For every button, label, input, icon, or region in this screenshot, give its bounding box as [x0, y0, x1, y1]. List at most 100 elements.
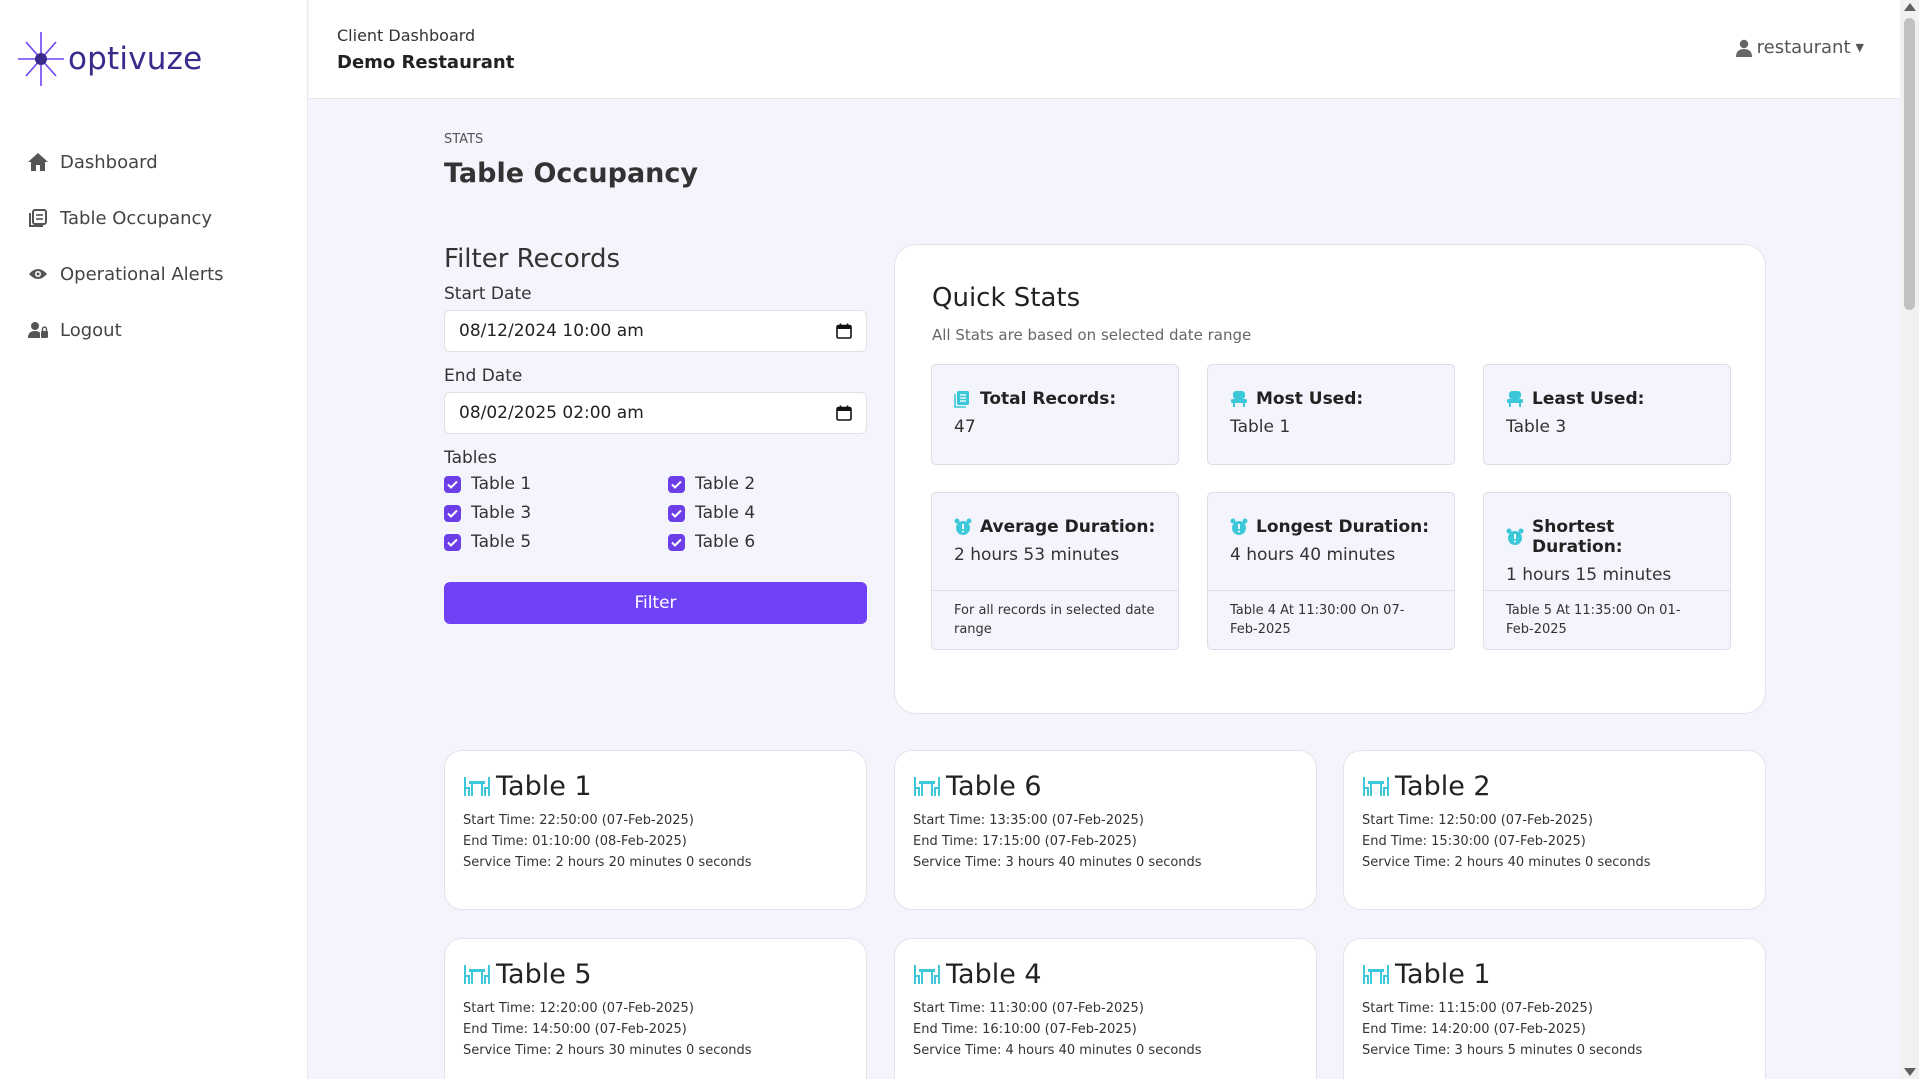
logo[interactable]: optivuze [18, 30, 202, 88]
checkbox-checked-icon[interactable] [668, 504, 685, 522]
record-end-time: End Time: 01:10:00 (08-Feb-2025) [463, 834, 687, 849]
end-date-label: End Date [444, 366, 523, 386]
calendar-icon[interactable] [836, 323, 852, 339]
table-checkbox-3[interactable]: Table 3 [444, 503, 668, 523]
record-start-time: Start Time: 11:30:00 (07-Feb-2025) [913, 1001, 1144, 1016]
user-icon [1735, 39, 1752, 57]
dining-table-icon [1362, 963, 1390, 987]
checkbox-label: Table 3 [471, 503, 532, 523]
record-start-time: Start Time: 22:50:00 (07-Feb-2025) [463, 813, 694, 828]
checkbox-label: Table 4 [695, 503, 756, 523]
record-service-time: Service Time: 3 hours 40 minutes 0 secon… [913, 855, 1202, 870]
list-icon [954, 390, 972, 408]
scrollbar-thumb[interactable] [1904, 18, 1915, 310]
scroll-up-arrow-icon[interactable] [1904, 3, 1916, 11]
record-service-time: Service Time: 4 hours 40 minutes 0 secon… [913, 1043, 1202, 1058]
record-end-time: End Time: 14:50:00 (07-Feb-2025) [463, 1022, 687, 1037]
dining-table-icon [1362, 775, 1390, 799]
record-card: Table 5 Start Time: 12:20:00 (07-Feb-202… [444, 938, 867, 1079]
table-checkbox-6[interactable]: Table 6 [668, 532, 867, 552]
chair-icon [1230, 390, 1248, 408]
chair-icon [1506, 390, 1524, 408]
filter-panel: Filter Records Start Date 08/12/2024 10:… [444, 244, 867, 624]
user-menu[interactable]: restaurant ▼ [1735, 37, 1864, 58]
sidebar-item-dashboard[interactable]: Dashboard [26, 134, 224, 190]
page-title: Table Occupancy [444, 158, 699, 189]
table-list-icon [26, 206, 50, 230]
checkbox-checked-icon[interactable] [668, 475, 685, 493]
stat-footer: Table 4 At 11:30:00 On 07-Feb-2025 [1208, 590, 1454, 649]
scroll-down-arrow-icon[interactable] [1904, 1068, 1916, 1076]
record-table-name: Table 4 [946, 959, 1042, 990]
eye-icon [26, 262, 50, 286]
start-date-label: Start Date [444, 284, 532, 304]
record-table-name: Table 1 [496, 771, 592, 802]
record-end-time: End Time: 16:10:00 (07-Feb-2025) [913, 1022, 1137, 1037]
filter-heading: Filter Records [444, 244, 621, 274]
stat-label: Total Records: [980, 389, 1117, 409]
record-card: Table 4 Start Time: 11:30:00 (07-Feb-202… [894, 938, 1317, 1079]
checkbox-label: Table 6 [695, 532, 756, 552]
start-date-input[interactable]: 08/12/2024 10:00 am [444, 310, 867, 352]
dining-table-icon [913, 963, 941, 987]
record-table-name: Table 6 [946, 771, 1042, 802]
record-end-time: End Time: 14:20:00 (07-Feb-2025) [1362, 1022, 1586, 1037]
stat-label: Longest Duration: [1256, 517, 1430, 537]
record-table-name: Table 2 [1395, 771, 1491, 802]
checkbox-checked-icon[interactable] [668, 533, 685, 551]
calendar-icon[interactable] [836, 405, 852, 421]
table-checkbox-5[interactable]: Table 5 [444, 532, 668, 552]
checkbox-label: Table 5 [471, 532, 532, 552]
record-start-time: Start Time: 12:20:00 (07-Feb-2025) [463, 1001, 694, 1016]
quick-stats-heading: Quick Stats [932, 283, 1081, 313]
stat-value: Table 1 [1230, 417, 1291, 437]
user-lock-icon [26, 318, 50, 342]
sidebar-item-logout[interactable]: Logout [26, 302, 224, 358]
record-service-time: Service Time: 2 hours 30 minutes 0 secon… [463, 1043, 752, 1058]
stat-value: 4 hours 40 minutes [1230, 545, 1396, 565]
table-checkbox-4[interactable]: Table 4 [668, 503, 867, 523]
stat-footer: Table 5 At 11:35:00 On 01-Feb-2025 [1484, 590, 1730, 649]
record-end-time: End Time: 15:30:00 (07-Feb-2025) [1362, 834, 1586, 849]
record-start-time: Start Time: 13:35:00 (07-Feb-2025) [913, 813, 1144, 828]
alarm-icon [1230, 518, 1248, 536]
stat-value: 1 hours 15 minutes [1506, 565, 1672, 585]
stat-value: 2 hours 53 minutes [954, 545, 1120, 565]
dining-table-icon [463, 775, 491, 799]
record-end-time: End Time: 17:15:00 (07-Feb-2025) [913, 834, 1137, 849]
record-start-time: Start Time: 11:15:00 (07-Feb-2025) [1362, 1001, 1593, 1016]
scrollbar[interactable] [1900, 0, 1919, 1079]
checkbox-checked-icon[interactable] [444, 504, 461, 522]
stat-label: Shortest Duration: [1532, 517, 1623, 557]
checkbox-checked-icon[interactable] [444, 475, 461, 493]
sidebar-item-label: Table Occupancy [60, 207, 213, 229]
record-service-time: Service Time: 2 hours 20 minutes 0 secon… [463, 855, 752, 870]
stat-least-used: Least Used: Table 3 [1483, 364, 1731, 465]
record-table-name: Table 5 [496, 959, 592, 990]
end-date-input[interactable]: 08/02/2025 02:00 am [444, 392, 867, 434]
stat-value: 47 [954, 417, 976, 437]
record-service-time: Service Time: 2 hours 40 minutes 0 secon… [1362, 855, 1651, 870]
stat-total-records: Total Records: 47 [931, 364, 1179, 465]
sidebar: optivuze Dashboard Table Occupancy Opera… [0, 0, 308, 1079]
stat-footer: For all records in selected date range [932, 590, 1178, 649]
checkbox-label: Table 2 [695, 474, 756, 494]
star-logo-icon [18, 32, 64, 86]
checkbox-checked-icon[interactable] [444, 533, 461, 551]
alarm-icon [1506, 528, 1524, 546]
stat-label: Most Used: [1256, 389, 1364, 409]
home-icon [26, 150, 50, 174]
top-header: Client Dashboard Demo Restaurant restaur… [309, 0, 1900, 99]
stat-label: Average Duration: [980, 517, 1156, 537]
table-checkbox-1[interactable]: Table 1 [444, 474, 668, 494]
filter-button[interactable]: Filter [444, 582, 867, 624]
sidebar-item-operational-alerts[interactable]: Operational Alerts [26, 246, 224, 302]
stat-label: Least Used: [1532, 389, 1645, 409]
sidebar-nav: Dashboard Table Occupancy Operational Al… [26, 134, 224, 358]
tables-checkbox-group: Table 1 Table 2 Table 3 Table 4 Table 5 … [444, 474, 867, 552]
sidebar-item-label: Logout [60, 319, 122, 341]
header-subtitle: Client Dashboard [337, 26, 476, 45]
sidebar-item-table-occupancy[interactable]: Table Occupancy [26, 190, 224, 246]
table-checkbox-2[interactable]: Table 2 [668, 474, 867, 494]
dining-table-icon [913, 775, 941, 799]
